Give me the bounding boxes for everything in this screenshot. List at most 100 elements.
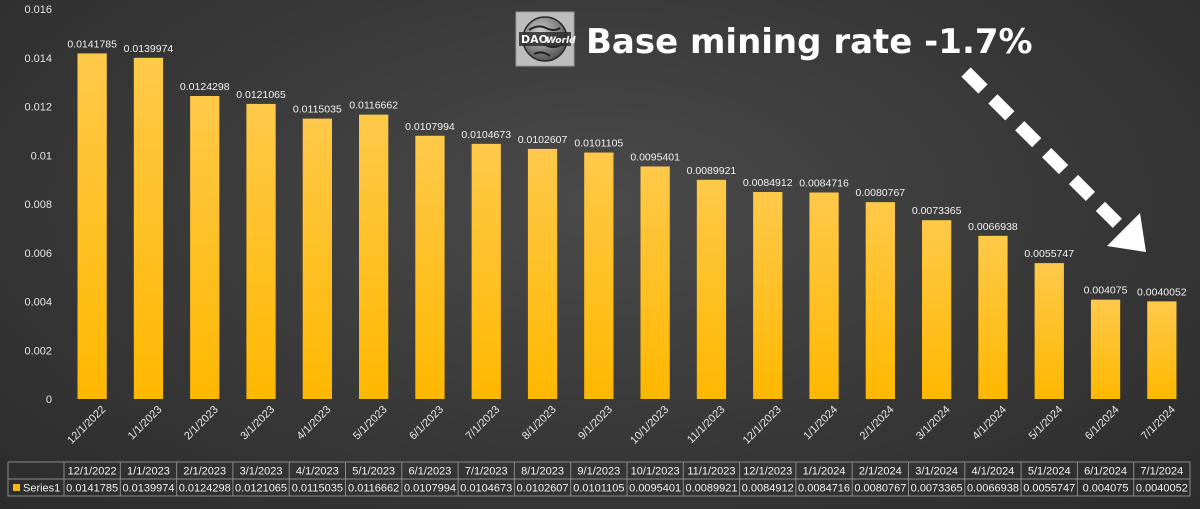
dao-world-logo: DAO World [515, 11, 576, 67]
bar [865, 202, 895, 399]
table-header-cell: 5/1/2024 [1028, 466, 1071, 478]
data-label: 0.0073365 [912, 205, 962, 217]
data-label: 0.0141785 [67, 38, 117, 50]
table-value-cell: 0.0139974 [122, 483, 174, 495]
bar [471, 143, 501, 399]
table-value-cell: 0.0121065 [235, 483, 287, 495]
x-tick-label: 6/1/2024 [1083, 404, 1122, 443]
x-tick-label: 10/1/2023 [628, 404, 671, 447]
data-label: 0.0084716 [799, 178, 849, 190]
bar [302, 118, 332, 400]
data-label: 0.0084912 [743, 177, 793, 189]
y-tick-label: 0.01 [31, 150, 52, 162]
data-label: 0.0116662 [349, 100, 398, 112]
logo-text-dao: DAO [521, 33, 548, 46]
x-tick-label: 12/1/2023 [741, 404, 784, 447]
table-header-cell: 10/1/2023 [631, 466, 680, 478]
y-tick-label: 0.004 [24, 297, 52, 309]
table-value-cell: 0.0102607 [517, 483, 569, 495]
bar [978, 235, 1008, 399]
x-tick-label: 3/1/2023 [238, 404, 277, 443]
table-value-cell: 0.0040052 [1136, 483, 1188, 495]
table-value-cell: 0.0095401 [629, 483, 681, 495]
data-label: 0.0124298 [180, 81, 230, 93]
table-header-cell: 5/1/2023 [352, 466, 395, 478]
bar [1034, 263, 1064, 399]
data-label: 0.0107994 [405, 121, 455, 133]
table-value-cell: 0.0073365 [911, 483, 963, 495]
y-tick-label: 0.012 [24, 102, 52, 114]
table-header-cell: 11/1/2023 [687, 466, 735, 478]
table-value-cell: 0.0101105 [573, 483, 624, 495]
data-label: 0.0102607 [518, 134, 568, 146]
table-value-cell: 0.004075 [1083, 483, 1129, 495]
y-tick-label: 0.016 [24, 4, 52, 16]
y-axis: 0 0.002 0.004 0.006 0.008 0.01 0.012 0.014 0.016 [24, 4, 52, 406]
table-header-cell: 3/1/2023 [240, 466, 283, 478]
table-value-cell: 0.0089921 [685, 483, 737, 495]
bar [696, 179, 727, 399]
table-header-cell: 1/1/2024 [803, 466, 846, 478]
table-header-cell: 2/1/2023 [183, 466, 226, 478]
data-labels-group: 0.0141785 0.0139974 0.0124298 0.0121065 0.01… [67, 38, 1186, 298]
table-header-cell: 7/1/2024 [1140, 466, 1183, 478]
x-tick-label: 4/1/2024 [970, 404, 1009, 443]
table-header-cell: 7/1/2023 [465, 466, 508, 478]
table-value-cell: 0.0066938 [967, 483, 1019, 495]
headline-title: Base mining rate -1.7% [586, 22, 1033, 62]
table-value-cell: 0.0104673 [460, 483, 512, 495]
table-value-cell: 0.0107994 [404, 483, 456, 495]
table-header-cell: 1/1/2023 [127, 466, 170, 478]
y-tick-label: 0 [46, 394, 52, 406]
bar [77, 53, 107, 400]
x-tick-label: 7/1/2023 [464, 404, 503, 443]
table-value-cell: 0.0084716 [798, 483, 850, 495]
x-tick-label: 2/1/2023 [182, 404, 221, 443]
table-value-cell: 0.0115035 [292, 483, 343, 495]
table-header-cell: 2/1/2024 [859, 466, 902, 478]
bar [190, 96, 220, 400]
x-tick-label: 3/1/2024 [914, 404, 953, 443]
data-label: 0.0104673 [461, 129, 511, 141]
x-tick-label: 5/1/2024 [1027, 404, 1066, 443]
table-header-cell: 9/1/2023 [577, 466, 620, 478]
data-label: 0.0095401 [630, 151, 680, 163]
bar [753, 192, 783, 399]
bars-group [77, 53, 1177, 400]
table-header-cell: 12/1/2022 [68, 466, 117, 478]
bar [415, 135, 445, 399]
table-value-cell: 0.0116662 [348, 483, 399, 495]
x-tick-label: 5/1/2023 [351, 404, 390, 443]
x-axis-labels: 12/1/2022 1/1/2023 2/1/2023 3/1/2023 4/1/202… [65, 404, 1178, 447]
bar [584, 152, 614, 399]
data-label: 0.0066938 [968, 221, 1018, 233]
table-value-cell: 0.0080767 [854, 483, 906, 495]
x-tick-label: 8/1/2023 [520, 404, 559, 443]
table-header-cell: 12/1/2023 [743, 466, 792, 478]
x-tick-label: 12/1/2022 [65, 404, 108, 447]
data-label: 0.0040052 [1137, 286, 1187, 298]
data-label: 0.0101105 [574, 138, 623, 150]
data-label: 0.0080767 [856, 187, 906, 199]
bar [246, 103, 276, 400]
dashed-arrow-icon [961, 67, 1146, 252]
y-tick-label: 0.006 [24, 248, 52, 260]
bar [359, 114, 389, 399]
data-label: 0.0121065 [236, 89, 286, 101]
x-tick-label: 2/1/2024 [858, 404, 897, 443]
bar [133, 57, 164, 399]
table-value-cell: 0.0124298 [179, 483, 231, 495]
logo-text-world: World [546, 36, 576, 46]
bar [922, 220, 952, 399]
x-tick-label: 11/1/2023 [685, 404, 728, 447]
x-tick-label: 1/1/2023 [126, 404, 165, 443]
bar [809, 192, 839, 399]
data-label: 0.0139974 [124, 43, 174, 55]
legend-swatch [13, 484, 20, 491]
y-tick-label: 0.002 [24, 345, 52, 357]
bar [527, 148, 558, 399]
table-value-cell: 0.0141785 [66, 483, 118, 495]
table-header-cell: 6/1/2024 [1084, 466, 1127, 478]
x-tick-label: 7/1/2024 [1139, 404, 1178, 443]
